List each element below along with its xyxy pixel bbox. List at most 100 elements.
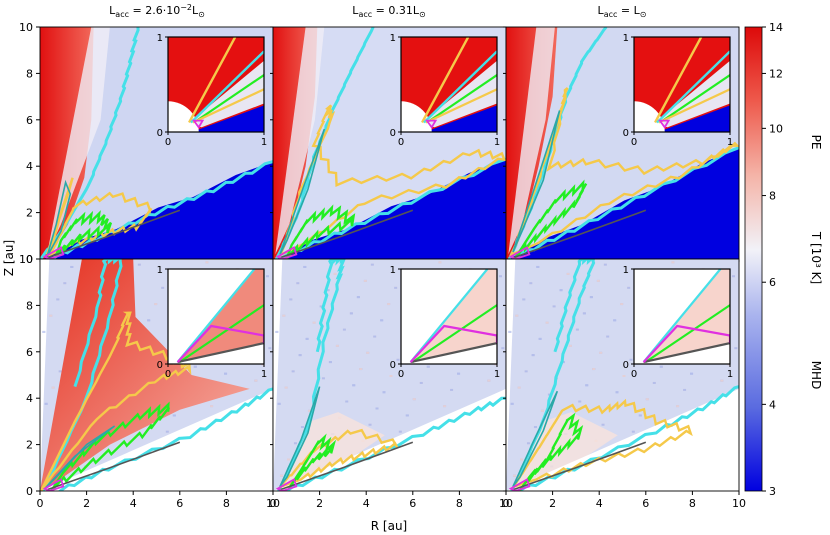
x-tick-label: 8	[223, 497, 230, 510]
inset-y-tick: 1	[623, 33, 629, 44]
y-tick-label: 10	[19, 21, 33, 34]
inset-contour-cyan	[656, 50, 730, 124]
inset-x-tick: 1	[494, 137, 500, 148]
column-title-2: Lacc = 0.31L⊙	[352, 4, 425, 19]
contour-cyan	[277, 259, 346, 491]
speckle	[683, 388, 687, 391]
speckle	[512, 474, 516, 477]
speckle	[279, 474, 283, 477]
speckle	[349, 312, 353, 315]
y-tick-label: 2	[26, 207, 33, 220]
inset-x-tick: 0	[398, 137, 404, 148]
speckle	[419, 381, 423, 384]
inset: 00 1 1	[623, 33, 734, 148]
speckle	[578, 400, 582, 403]
y-tick-label: 10	[19, 253, 33, 266]
contour-cyan-disk	[284, 396, 506, 491]
inset-contour-magenta	[658, 119, 671, 129]
contour-teal	[279, 128, 326, 255]
speckle	[370, 263, 374, 266]
inset-x-tick: 1	[261, 369, 267, 380]
colorbar-gradient	[744, 26, 763, 492]
speckle	[443, 405, 447, 408]
panel-frame	[505, 258, 740, 492]
inset-contour-yellow-2	[658, 88, 730, 124]
contour-gray	[46, 441, 181, 491]
panel-field	[506, 27, 739, 259]
x-tick-label: 0	[37, 497, 44, 510]
speckle	[44, 402, 48, 405]
speckle	[575, 328, 579, 331]
x-tick-label: 0	[503, 497, 510, 510]
inset-frame	[633, 268, 731, 365]
speckle	[405, 414, 409, 417]
inset-contour-cyan	[409, 269, 489, 363]
speckle	[275, 330, 279, 333]
speckle	[547, 393, 551, 396]
inset-contour-magenta	[192, 119, 205, 129]
speckle	[49, 314, 53, 317]
inset-y-tick: 1	[157, 265, 163, 276]
y-tick-label: 8	[26, 299, 33, 312]
speckle	[720, 379, 724, 382]
inset-star	[634, 101, 665, 132]
x-tick-label: 2	[316, 497, 323, 510]
colorbar-tick-label: 12	[769, 67, 783, 80]
speckle	[533, 426, 537, 429]
speckle	[545, 321, 549, 324]
row-label-pe: PE	[809, 135, 823, 150]
inset-warm	[187, 60, 264, 128]
speckle	[394, 286, 398, 289]
inset-contour-green	[644, 304, 730, 364]
speckle	[487, 379, 491, 382]
speckle	[508, 330, 512, 333]
colorbar-tick-label: 14	[769, 21, 783, 34]
speckle	[450, 388, 454, 391]
x-tick-label: 10	[266, 497, 280, 510]
inset-frame	[400, 36, 498, 133]
inset-field	[401, 37, 497, 132]
speckle	[224, 372, 228, 375]
inset-x-tick: 0	[631, 137, 637, 148]
inset-y-tick: 0	[390, 128, 396, 139]
y-tick-label: 0	[26, 253, 33, 266]
inset-y-tick: 0	[157, 128, 163, 139]
speckle	[622, 375, 626, 377]
contour-teal	[44, 425, 116, 490]
speckle	[51, 386, 55, 389]
contour-teal	[46, 179, 72, 258]
speckle	[629, 358, 633, 361]
speckle	[538, 337, 542, 340]
speckle	[552, 305, 556, 308]
speckle	[193, 365, 197, 368]
contour-cyan	[510, 259, 596, 491]
speckle	[254, 379, 258, 382]
x-tick-label: 8	[689, 497, 696, 510]
y-tick-label: 8	[26, 67, 33, 80]
speckle	[606, 335, 610, 338]
colorbar-tick-label: 4	[769, 398, 776, 411]
column-title-1: Lacc = 2.6·10−2L⊙	[109, 3, 205, 19]
speckle	[165, 430, 169, 433]
speckle	[268, 347, 272, 350]
inset-field	[168, 269, 264, 364]
contour-magenta	[275, 478, 298, 491]
inset-contour-green	[411, 304, 497, 364]
inset-field	[168, 37, 264, 132]
speckle	[515, 314, 519, 317]
speckle	[615, 391, 619, 394]
panel-field	[273, 27, 506, 259]
inset-contour-yellow	[654, 37, 703, 124]
panel-pe-2: 00 1 1	[270, 26, 507, 262]
speckle	[387, 303, 391, 306]
speckle	[356, 296, 360, 299]
contour-green	[514, 179, 588, 259]
inset-y-tick: 1	[390, 33, 396, 44]
speckle	[732, 275, 736, 278]
speckle	[293, 442, 297, 445]
speckle	[210, 405, 214, 408]
contour-cyan-disk	[57, 387, 273, 491]
inset-contour-green	[178, 304, 264, 364]
